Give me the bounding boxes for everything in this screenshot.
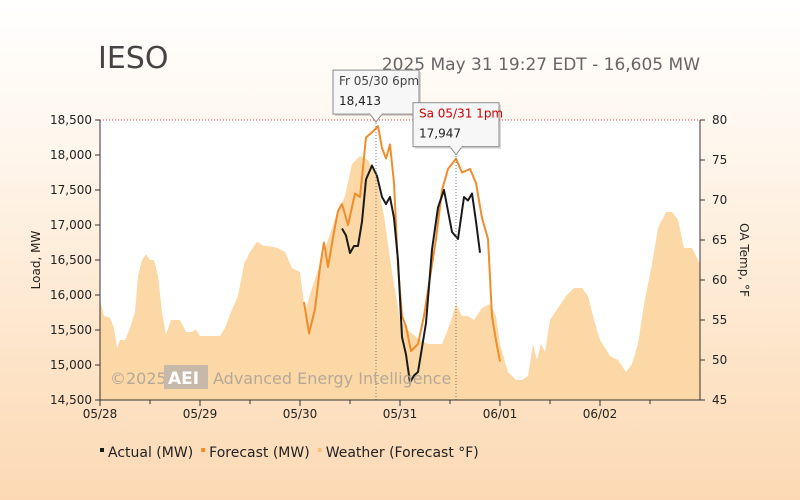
tooltip-1: Sa 05/31 1pm 17,947 [412,102,503,156]
watermark-copyright: ©2025 [110,369,167,388]
y-tick-label-6: 17,500 [50,183,92,197]
tooltip-pointer-mask [370,113,382,116]
tooltips: Fr 05/30 6pm 18,413 Sa 05/31 1pm 17,947 [332,69,503,156]
y-tick-label-0: 14,500 [50,393,92,407]
legend-item-0: Actual (MW) [100,445,193,461]
chart-subtitle: 2025 May 31 19:27 EDT - 16,605 MW [382,55,700,75]
y2-tick-label-3: 60 [712,273,727,287]
legend-swatch [100,448,104,452]
y2-tick-label-4: 65 [712,233,727,247]
y2-tick-label-5: 70 [712,193,727,207]
legend-label: Actual (MW) [108,445,193,461]
legend-swatch [201,448,206,452]
x-tick-label-0: 05/28 [83,407,118,421]
y-tick-label-1: 15,000 [50,358,92,372]
y-tick-label-7: 18,000 [50,148,92,162]
legend: Actual (MW) Forecast (MW) Weather (Forecas… [100,445,479,461]
chart-title: IESO [98,41,168,76]
series-actual-mw-line [341,164,481,384]
legend-item-1: Forecast (MW) [201,445,310,461]
y-tick-label-4: 16,500 [50,253,92,267]
x-tick-label-5: 06/02 [583,407,618,421]
y-tick-label-5: 17,000 [50,218,92,232]
watermark-company: Advanced Energy Intelligence [213,369,451,388]
y2-tick-label-2: 55 [712,313,727,327]
tooltip-pointer-mask [450,145,462,148]
tooltip-value: 18,413 [339,94,381,108]
legend-label: Weather (Forecast °F) [326,445,479,461]
tooltip-value: 17,947 [419,127,461,141]
tooltip-label: Fr 05/30 6pm [339,74,419,88]
series-weather-forecast-f-area [100,156,700,400]
watermark-logo: AEI [168,369,199,389]
legend-label: Forecast (MW) [209,445,310,461]
y2-tick-label-1: 50 [712,353,727,367]
tooltip-box [412,102,500,148]
y-tick-label-8: 18,500 [50,113,92,127]
y2-axis-label: OA Temp, °F [737,223,751,297]
legend-item-2: Weather (Forecast °F) [317,445,479,461]
series-forecast-mw-line [303,125,501,362]
tooltip-label: Sa 05/31 1pm [419,107,503,121]
series-layer [100,125,700,400]
x-tick-label-1: 05/29 [183,407,218,421]
y2-tick-label-7: 80 [712,113,727,127]
y-tick-label-2: 15,500 [50,323,92,337]
y-axis-label: Load, MW [29,231,43,290]
axes: 14,500 15,000 15,500 16,000 16,500 17,000 17,5… [50,113,727,421]
x-tick-label-4: 06/01 [483,407,518,421]
tooltip-box [332,69,420,115]
watermark-logo-box [164,365,208,389]
x-tick-label-2: 05/30 [283,407,318,421]
watermark: ©2025 AEI Advanced Energy Intelligence [110,365,451,389]
y2-tick-label-6: 75 [712,153,727,167]
legend-swatch [317,448,322,452]
x-tick-label-3: 05/31 [383,407,418,421]
tooltip-0: Fr 05/30 6pm 18,413 [332,69,421,123]
y2-tick-label-0: 45 [712,393,727,407]
y-tick-label-3: 16,000 [50,288,92,302]
